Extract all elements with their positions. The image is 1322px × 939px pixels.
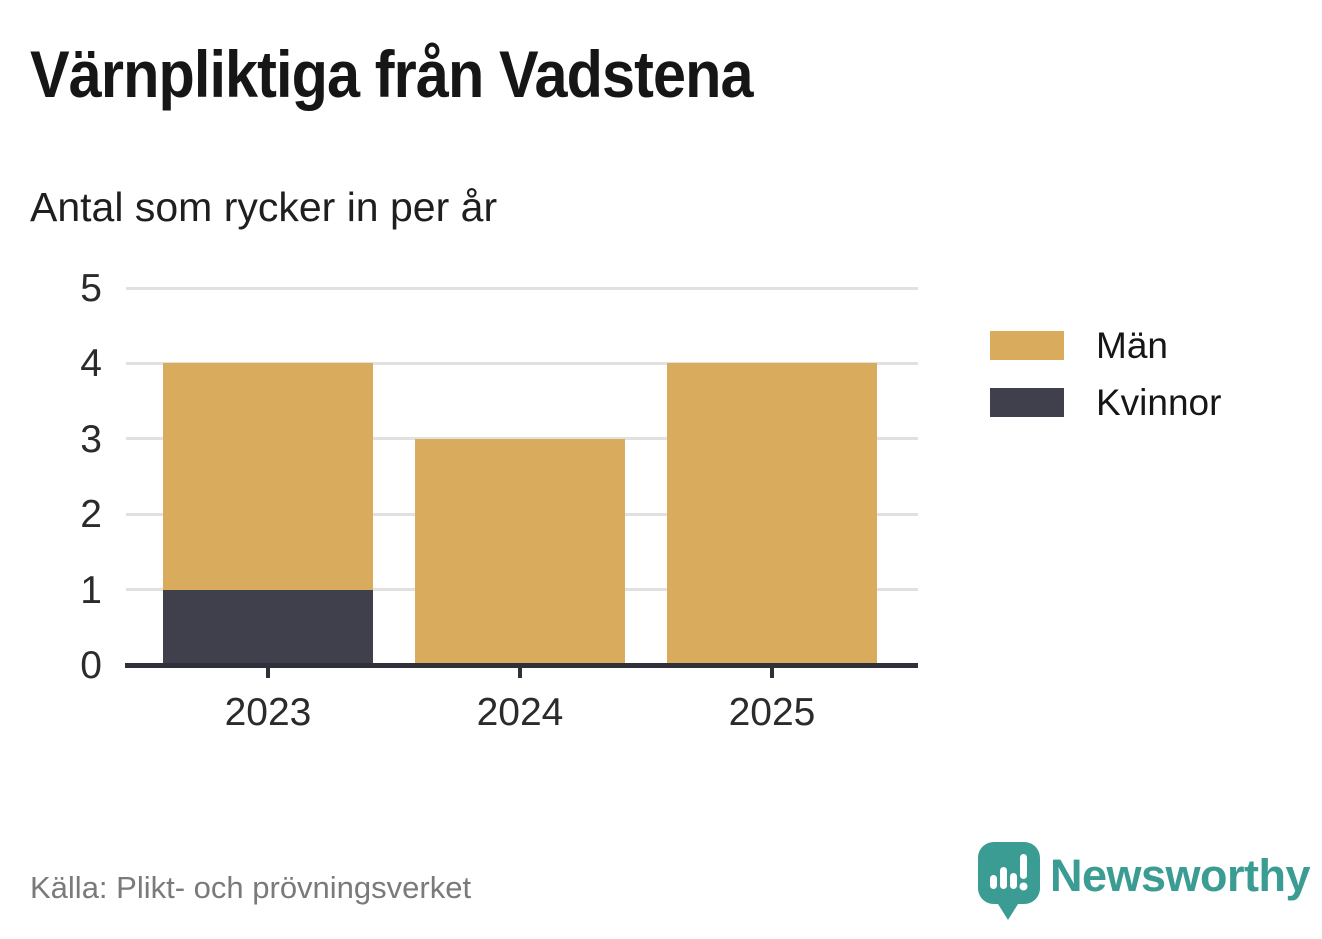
chart-legend: Män Kvinnor xyxy=(990,327,1221,421)
chart-subtitle: Antal som rycker in per år xyxy=(30,184,498,230)
source-note: Källa: Plikt- och prövningsverket xyxy=(30,870,472,905)
x-axis-tick-mark xyxy=(770,665,774,678)
newsworthy-logo-icon xyxy=(978,842,1040,929)
y-axis-tick-label: 1 xyxy=(80,568,102,612)
legend-item-män: Män xyxy=(990,327,1221,364)
bar-segment-män-2025 xyxy=(667,363,877,665)
x-axis-tick-label: 2024 xyxy=(476,691,564,734)
bar-segment-män-2023 xyxy=(163,363,373,590)
x-axis-tick-mark xyxy=(518,665,522,678)
bar-segment-män-2024 xyxy=(415,438,625,665)
legend-item-kvinnor: Kvinnor xyxy=(990,384,1221,421)
gridline xyxy=(126,286,918,290)
y-axis-tick-label: 3 xyxy=(80,417,102,461)
brand-logo: Newsworthy xyxy=(978,842,1311,929)
bar-segment-kvinnor-2023 xyxy=(163,589,373,665)
y-axis-tick-label: 0 xyxy=(80,644,102,687)
x-axis-tick-label: 2023 xyxy=(224,691,312,734)
legend-swatch-kvinnor xyxy=(990,388,1064,417)
page-title: Värnpliktiga från Vadstena xyxy=(30,37,754,111)
legend-label-män: Män xyxy=(1096,325,1168,366)
legend-swatch-män xyxy=(990,331,1064,360)
gridline xyxy=(126,361,918,365)
brand-wordmark: Newsworthy xyxy=(1050,850,1311,901)
y-axis-tick-label: 2 xyxy=(80,493,102,537)
x-axis-line xyxy=(125,662,918,668)
legend-label-kvinnor: Kvinnor xyxy=(1096,382,1222,423)
y-axis-tick-label: 5 xyxy=(80,267,102,310)
x-axis-tick-mark xyxy=(266,665,270,678)
x-axis-tick-label: 2025 xyxy=(728,691,816,734)
y-axis-tick-label: 4 xyxy=(80,342,102,386)
